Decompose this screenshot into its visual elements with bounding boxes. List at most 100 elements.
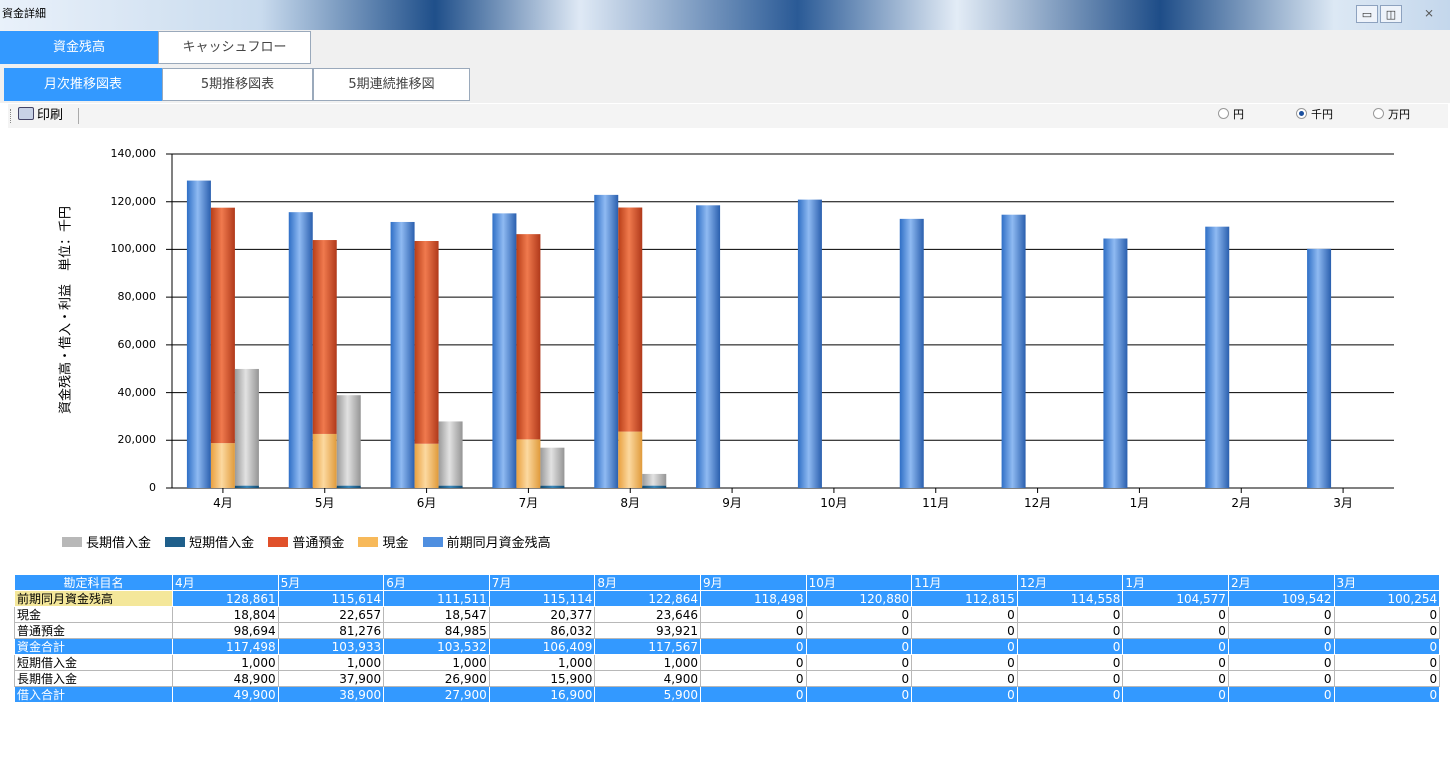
column-header-month[interactable]: 9月 [699,574,807,591]
table-cell[interactable]: 0 [1333,654,1441,671]
table-cell[interactable]: 0 [699,670,807,687]
minimize-icon[interactable]: ▭ [1356,5,1378,23]
table-cell[interactable]: 0 [1122,686,1229,703]
table-cell[interactable]: 0 [1333,686,1441,703]
tab-5-period-chart[interactable]: 5期推移図表 [162,68,313,101]
table-cell[interactable]: 115,614 [277,590,385,607]
table-cell[interactable]: 1,000 [594,654,701,671]
table-cell[interactable]: 48,900 [172,670,279,687]
table-cell[interactable]: 49,900 [172,686,279,703]
table-cell[interactable]: 0 [911,654,1018,671]
table-cell[interactable]: 0 [911,606,1018,623]
table-cell[interactable]: 0 [1016,654,1124,671]
table-cell[interactable]: 0 [1227,622,1335,639]
table-cell[interactable]: 86,032 [488,622,596,639]
table-cell[interactable]: 100,254 [1333,590,1441,607]
column-header-month[interactable]: 6月 [383,574,490,591]
table-cell[interactable]: 0 [1016,686,1124,703]
table-cell[interactable]: 109,542 [1227,590,1335,607]
table-cell[interactable]: 0 [699,654,807,671]
table-row[interactable]: 現金 18,804 22,657 18,547 20,377 23,646 0 0 0 0 0 0 0 [14,606,1441,623]
table-cell[interactable]: 115,114 [488,590,596,607]
table-cell[interactable]: 0 [1333,670,1441,687]
table-cell[interactable]: 23,646 [594,606,701,623]
table-cell[interactable]: 0 [805,638,913,655]
column-header-month[interactable]: 4月 [172,574,279,591]
table-cell[interactable]: 0 [1016,670,1124,687]
table-cell[interactable]: 93,921 [594,622,701,639]
table-cell[interactable]: 0 [1122,606,1229,623]
table-row[interactable]: 資金合計 117,498 103,933 103,532 106,409 117,567 0… [14,638,1441,655]
table-cell[interactable]: 106,409 [488,638,596,655]
table-row[interactable]: 短期借入金 1,000 1,000 1,000 1,000 1,000 0 0 0 0 0 0 0 [14,654,1441,671]
column-header-month[interactable]: 2月 [1227,574,1335,591]
table-cell[interactable]: 0 [911,686,1018,703]
table-cell[interactable]: 0 [1227,670,1335,687]
row-label[interactable]: 短期借入金 [14,654,173,671]
table-cell[interactable]: 0 [911,670,1018,687]
table-cell[interactable]: 0 [1333,638,1441,655]
table-cell[interactable]: 112,815 [911,590,1018,607]
table-cell[interactable]: 117,498 [172,638,279,655]
table-cell[interactable]: 114,558 [1016,590,1124,607]
table-cell[interactable]: 0 [699,622,807,639]
column-header-month[interactable]: 5月 [277,574,385,591]
table-cell[interactable]: 0 [1227,686,1335,703]
table-cell[interactable]: 0 [911,638,1018,655]
column-header-month[interactable]: 8月 [594,574,701,591]
table-cell[interactable]: 103,532 [383,638,490,655]
table-cell[interactable]: 104,577 [1122,590,1229,607]
table-cell[interactable]: 0 [1016,606,1124,623]
table-cell[interactable]: 0 [805,670,913,687]
restore-icon[interactable]: ◫ [1380,5,1402,23]
table-cell[interactable]: 0 [1333,606,1441,623]
table-cell[interactable]: 0 [911,622,1018,639]
row-label[interactable]: 現金 [14,606,173,623]
table-cell[interactable]: 16,900 [488,686,596,703]
table-cell[interactable]: 0 [1227,654,1335,671]
table-cell[interactable]: 22,657 [277,606,385,623]
table-cell[interactable]: 0 [1227,606,1335,623]
table-cell[interactable]: 81,276 [277,622,385,639]
table-cell[interactable]: 15,900 [488,670,596,687]
table-cell[interactable]: 27,900 [383,686,490,703]
radio-yen-dot[interactable] [1218,108,1229,119]
table-cell[interactable]: 0 [805,654,913,671]
table-cell[interactable]: 18,804 [172,606,279,623]
table-cell[interactable]: 0 [805,686,913,703]
radio-thousand-yen-dot[interactable] [1296,108,1307,119]
table-cell[interactable]: 1,000 [383,654,490,671]
table-cell[interactable]: 111,511 [383,590,490,607]
table-cell[interactable]: 1,000 [488,654,596,671]
table-cell[interactable]: 0 [1333,622,1441,639]
table-cell[interactable]: 38,900 [277,686,385,703]
table-cell[interactable]: 122,864 [594,590,701,607]
table-row[interactable]: 借入合計 49,900 38,900 27,900 16,900 5,900 0 0 0 0 0 0 0 [14,686,1441,703]
tab-monthly-chart[interactable]: 月次推移図表 [4,68,162,101]
table-cell[interactable]: 128,861 [172,590,279,607]
unit-radio-thousand-yen[interactable]: 千円 [1296,108,1333,122]
table-cell[interactable]: 0 [1227,638,1335,655]
radio-ten-thousand-yen-dot[interactable] [1373,108,1384,119]
row-label[interactable]: 借入合計 [14,686,173,703]
tab-5-period-continuous-chart[interactable]: 5期連続推移図 [313,68,470,101]
table-cell[interactable]: 20,377 [488,606,596,623]
column-header-month[interactable]: 11月 [911,574,1018,591]
table-cell[interactable]: 84,985 [383,622,490,639]
table-cell[interactable]: 0 [699,606,807,623]
column-header-month[interactable]: 10月 [805,574,913,591]
table-cell[interactable]: 0 [699,686,807,703]
table-cell[interactable]: 37,900 [277,670,385,687]
tab-cash-flow[interactable]: キャッシュフロー [158,31,311,64]
table-row[interactable]: 普通預金 98,694 81,276 84,985 86,032 93,921 0 0 0 0 0 0… [14,622,1441,639]
row-label[interactable]: 長期借入金 [14,670,173,687]
table-cell[interactable]: 0 [805,606,913,623]
table-cell[interactable]: 0 [1016,638,1124,655]
table-row[interactable]: 前期同月資金残高 128,861 115,614 111,511 115,114 122,… [14,590,1441,607]
table-cell[interactable]: 0 [1122,622,1229,639]
table-cell[interactable]: 26,900 [383,670,490,687]
table-cell[interactable]: 5,900 [594,686,701,703]
column-header-account[interactable]: 勘定科目名 [14,574,173,591]
table-cell[interactable]: 118,498 [699,590,807,607]
table-cell[interactable]: 98,694 [172,622,279,639]
